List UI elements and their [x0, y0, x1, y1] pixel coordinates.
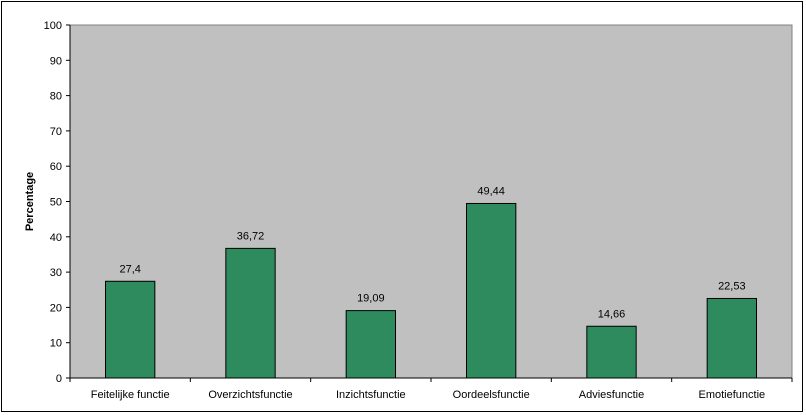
- data-label: 14,66: [598, 308, 626, 320]
- category-label: Feitelijke functie: [91, 389, 170, 401]
- category-label: Adviesfunctie: [579, 389, 644, 401]
- y-tick-label: 30: [50, 267, 62, 279]
- bar: [104, 280, 156, 379]
- category-label: Oordeelsfunctie: [453, 389, 530, 401]
- data-label: 19,09: [357, 293, 385, 305]
- y-tick-label: 60: [50, 161, 62, 173]
- plot-area: [69, 24, 793, 379]
- y-tick-label: 50: [50, 197, 62, 209]
- y-tick-label: 40: [50, 232, 62, 244]
- y-tick-label: 70: [50, 126, 62, 138]
- bar: [465, 202, 517, 379]
- data-label: 27,4: [119, 263, 140, 275]
- bar: [586, 325, 637, 379]
- bars: [104, 202, 758, 379]
- y-tick-label: 0: [56, 373, 62, 385]
- data-label: 36,72: [237, 230, 265, 242]
- y-tick-label: 80: [50, 91, 62, 103]
- data-label: 22,53: [718, 280, 746, 292]
- x-axis-ticks: [69, 378, 793, 382]
- bar: [225, 247, 276, 379]
- y-tick-label: 100: [44, 20, 62, 32]
- y-tick-label: 20: [50, 302, 62, 314]
- category-label: Inzichtsfunctie: [336, 389, 406, 401]
- category-labels: Feitelijke functie Overzichtsfunctie Inzic…: [91, 389, 765, 401]
- bar: [345, 310, 397, 379]
- data-labels: 27,4 36,72 19,09 49,44 14,66 22,53: [119, 185, 745, 320]
- y-tick-label: 90: [50, 55, 62, 67]
- y-axis-ticks: 0 10 20 30 40 50 60 70 80 90 100: [44, 20, 70, 385]
- category-label: Emotiefunctie: [699, 389, 766, 401]
- y-axis-title: Percentage: [24, 172, 36, 231]
- data-label: 49,44: [477, 185, 505, 197]
- bar: [706, 297, 758, 379]
- category-label: Overzichtsfunctie: [208, 389, 292, 401]
- y-tick-label: 10: [50, 338, 62, 350]
